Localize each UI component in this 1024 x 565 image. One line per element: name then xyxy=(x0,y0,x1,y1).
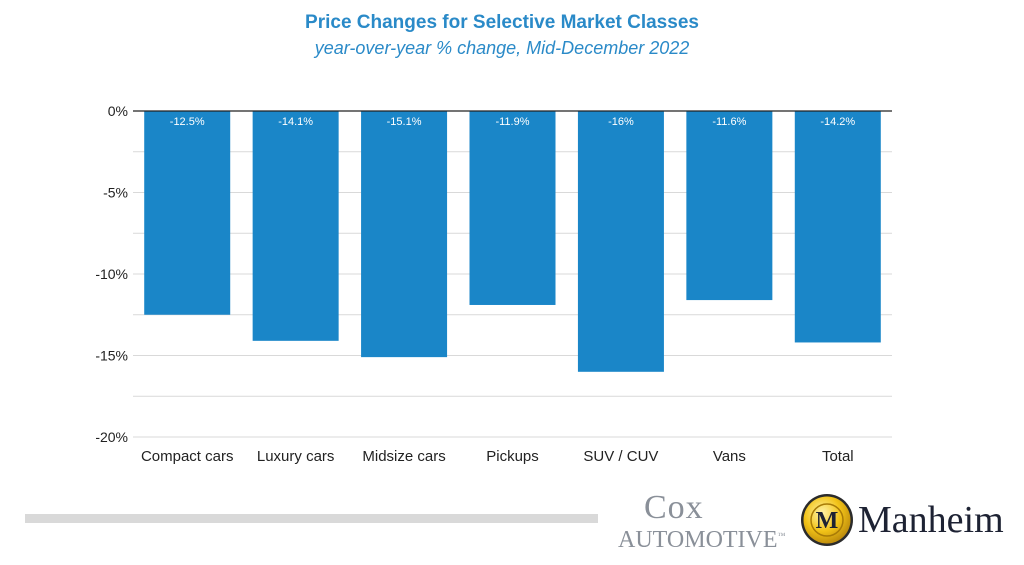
y-tick-label: -5% xyxy=(103,185,128,201)
bar-data-label: -11.9% xyxy=(495,116,529,128)
x-category-label: Vans xyxy=(713,448,746,465)
y-tick-label: -15% xyxy=(95,348,128,364)
cox-automotive-logo: Cox AUTOMOTIVE™ xyxy=(612,489,785,554)
bar-data-label: -14.2% xyxy=(820,116,855,128)
bar xyxy=(686,111,773,301)
bars: -12.5% -14.1% -15.1% -11.9% -16% -11.6% -14.2% xyxy=(144,111,881,372)
x-category-label: Midsize cars xyxy=(362,448,445,465)
manheim-seal-letter: M xyxy=(816,508,839,534)
y-tick-label: -20% xyxy=(95,429,128,445)
manheim-logo-word: Manheim xyxy=(858,499,1004,541)
footer-divider-bar xyxy=(25,514,598,523)
x-category-label: Compact cars xyxy=(141,448,234,465)
axes: 0% -5% -10% -15% -20% Compact cars Luxury cars… xyxy=(95,103,892,465)
bar-data-label: -14.1% xyxy=(278,116,313,128)
manheim-logo: M Manheim xyxy=(800,490,1010,552)
chart-title: Price Changes for Selective Market Class… xyxy=(305,12,699,33)
chart-subtitle: year-over-year % change, Mid-December 20… xyxy=(314,38,690,58)
x-category-label: Total xyxy=(822,448,854,465)
bar xyxy=(144,111,231,315)
bar-data-label: -11.6% xyxy=(712,116,746,128)
x-category-label: Luxury cars xyxy=(257,448,335,465)
bar-data-label: -15.1% xyxy=(387,116,422,128)
cox-logo-subword: AUTOMOTIVE xyxy=(618,527,778,553)
bar-data-label: -12.5% xyxy=(170,116,205,128)
bar-data-label: -16% xyxy=(608,116,634,128)
cox-logo-tm: ™ xyxy=(777,531,786,540)
bar xyxy=(361,111,448,358)
bar xyxy=(469,111,556,305)
bar xyxy=(577,111,664,372)
cox-logo-word: Cox xyxy=(644,489,704,526)
cox-logo-subword-wrap: AUTOMOTIVE™ xyxy=(618,523,785,553)
y-tick-label: 0% xyxy=(108,103,128,119)
x-category-label: SUV / CUV xyxy=(583,448,658,465)
manheim-seal-icon: M xyxy=(801,494,853,546)
bar xyxy=(252,111,339,341)
y-tick-label: -10% xyxy=(95,266,128,282)
bar xyxy=(794,111,881,343)
x-category-label: Pickups xyxy=(486,448,539,465)
